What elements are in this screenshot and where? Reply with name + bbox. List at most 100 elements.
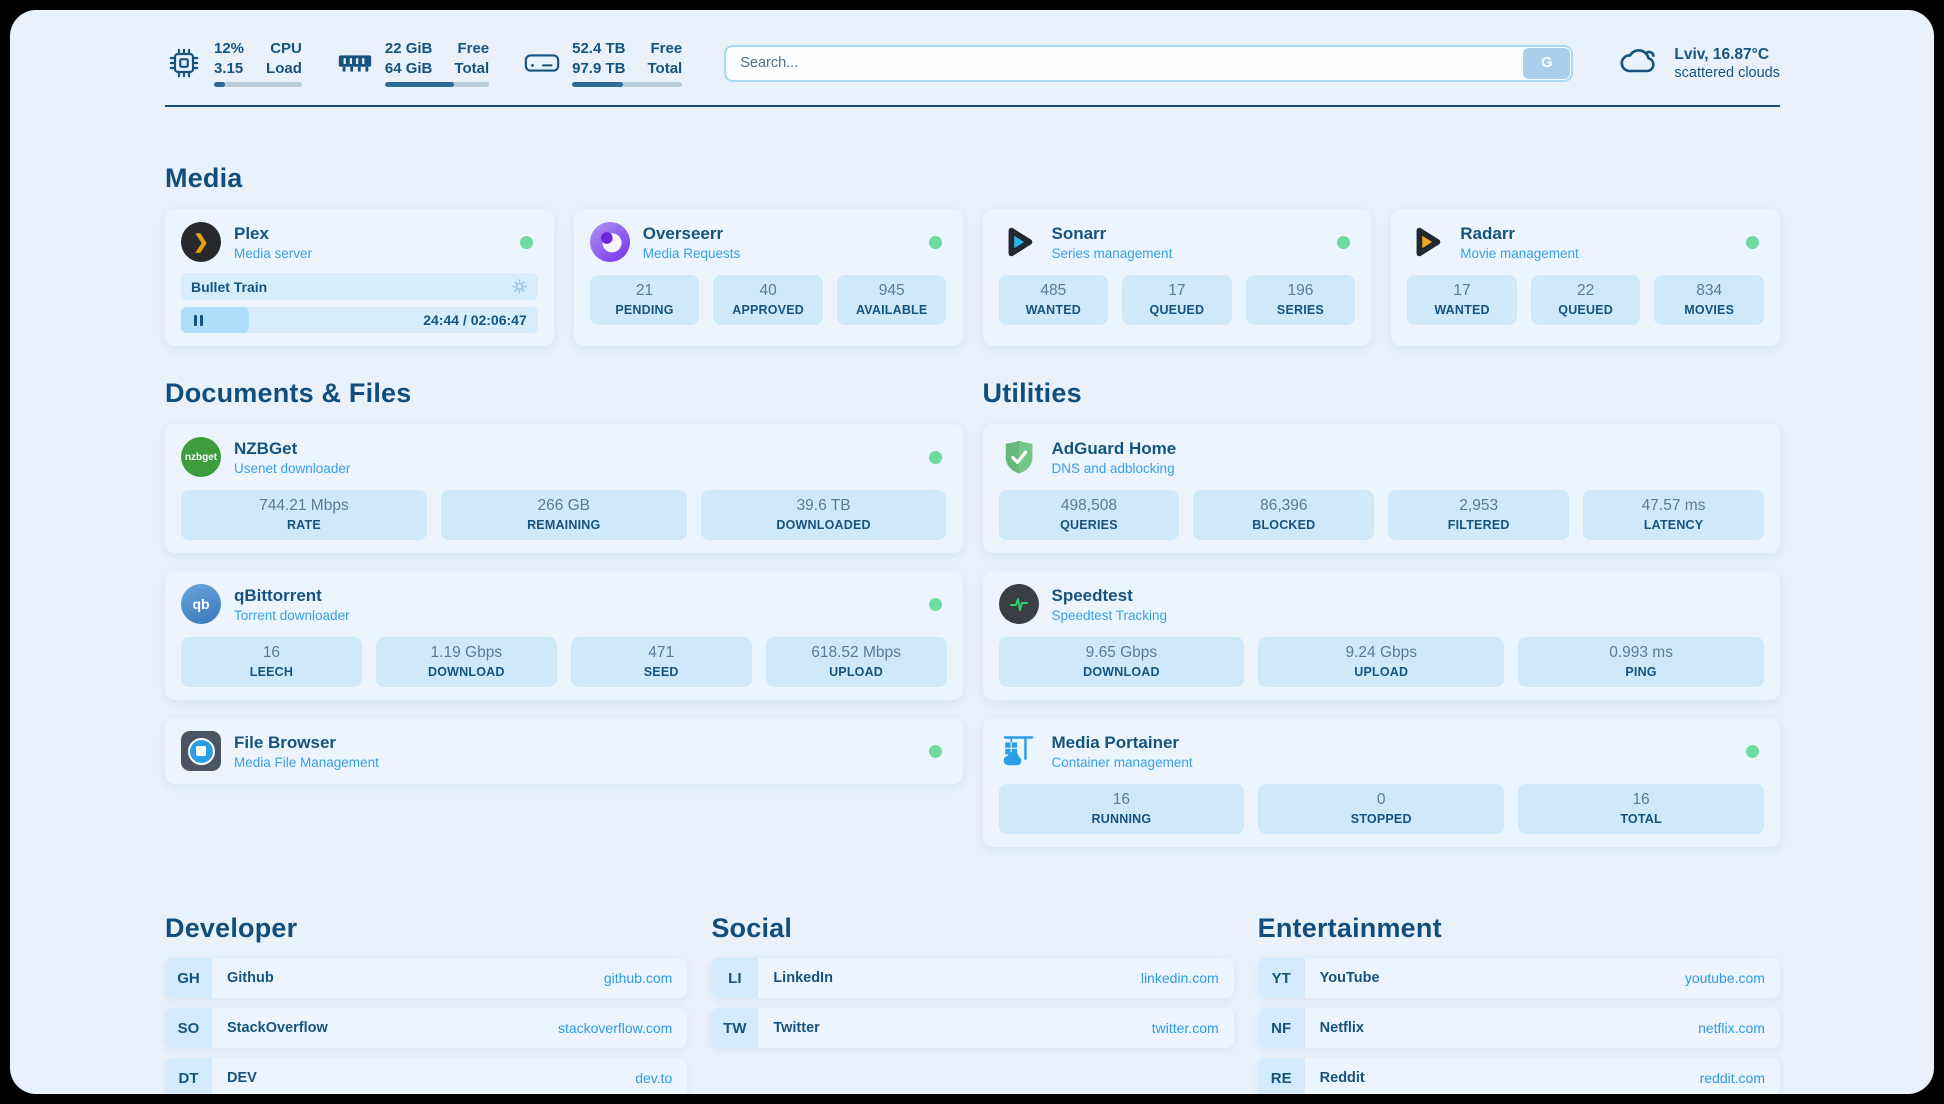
stat-remaining: 266 GB REMAINING	[440, 490, 687, 540]
status-dot	[928, 450, 942, 464]
stat-upload: 618.52 Mbps UPLOAD	[765, 637, 947, 687]
nzbget-icon: nzbget	[181, 437, 221, 477]
weather-location: Lviv, 16.87°C	[1674, 45, 1770, 63]
app-name-sonarr: Sonarr	[1051, 223, 1107, 243]
app-card-filebrowser[interactable]: File Browser Media File Management	[165, 718, 963, 784]
app-name-portainer: Media Portainer	[1051, 732, 1180, 752]
cpu-stat: 12% 3.15 CPU Load	[165, 39, 302, 87]
section-title-entertainment: Entertainment	[1257, 913, 1442, 943]
ram-label-2: Total	[454, 59, 490, 77]
stat-upload: 9.24 Gbps UPLOAD	[1258, 637, 1505, 687]
status-dot	[928, 235, 942, 249]
bookmark-tag: RE	[1257, 1058, 1305, 1094]
status-dot	[928, 744, 942, 758]
stat-download: 9.65 Gbps DOWNLOAD	[998, 637, 1245, 687]
cpu-label-2: Load	[266, 59, 302, 77]
bookmark-stackoverflow[interactable]: SO StackOverflow stackoverflow.com	[165, 1008, 688, 1048]
cpu-value-2: 3.15	[214, 59, 244, 77]
app-subtitle-adguard: DNS and adblocking	[1051, 460, 1175, 476]
app-name-nzbget: NZBGet	[234, 438, 298, 458]
bookmark-tag: TW	[711, 1008, 759, 1048]
adguard-icon	[999, 437, 1039, 477]
app-name-qbittorrent: qBittorrent	[234, 585, 322, 605]
app-card-sonarr[interactable]: Sonarr Series management 485 WANTED 17 Q…	[982, 209, 1372, 346]
bookmark-netflix[interactable]: NF Netflix netflix.com	[1257, 1008, 1780, 1048]
gear-icon[interactable]	[511, 278, 528, 295]
pause-icon	[194, 314, 203, 326]
stat-stopped: 0 STOPPED	[1258, 784, 1505, 834]
app-card-portainer[interactable]: Media Portainer Container management 16 …	[982, 718, 1780, 847]
disk-label-2: Total	[647, 59, 683, 77]
stat-seed: 471 SEED	[570, 637, 752, 687]
stat-movies: 834 MOVIES	[1654, 275, 1764, 325]
section-title-utilities: Utilities	[982, 378, 1082, 408]
disk-icon	[523, 44, 561, 82]
stat-queued: 17 QUEUED	[1122, 275, 1232, 325]
weather-widget: Lviv, 16.87°C scattered clouds	[1617, 45, 1780, 82]
search-input[interactable]	[724, 44, 1574, 82]
status-dot	[1337, 235, 1351, 249]
bookmark-dev[interactable]: DT DEV dev.to	[165, 1058, 688, 1094]
app-card-qbittorrent[interactable]: qb qBittorrent Torrent downloader 16 LEE…	[165, 571, 963, 700]
app-subtitle-plex: Media server	[234, 245, 313, 261]
stat-wanted: 17 WANTED	[1407, 275, 1517, 325]
stat-ping: 0.993 ms PING	[1518, 637, 1764, 687]
app-card-radarr[interactable]: Radarr Movie management 17 WANTED 22 QUE…	[1391, 209, 1780, 346]
app-subtitle-nzbget: Usenet downloader	[234, 460, 351, 476]
stat-available: 945 AVAILABLE	[836, 275, 947, 325]
stat-downloaded: 39.6 TB DOWNLOADED	[700, 490, 947, 540]
section-utilities: Utilities AdGuard Home	[982, 378, 1780, 847]
app-subtitle-overseerr: Media Requests	[642, 245, 741, 261]
app-subtitle-speedtest: Speedtest Tracking	[1051, 607, 1168, 623]
bookmark-tag: DT	[165, 1058, 212, 1094]
section-title-developer: Developer	[165, 913, 298, 943]
app-name-plex: Plex	[234, 223, 269, 243]
search-go-button[interactable]: G	[1523, 47, 1571, 79]
system-stats: 12% 3.15 CPU Load	[165, 39, 683, 87]
app-card-speedtest[interactable]: Speedtest Speedtest Tracking 9.65 Gbps D…	[982, 571, 1780, 700]
stat-wanted: 485 WANTED	[998, 275, 1109, 325]
section-social: Social LI LinkedIn linkedin.com TW Twitt…	[711, 913, 1234, 1094]
disk-value-2: 97.9 TB	[572, 59, 626, 77]
status-dot	[519, 235, 533, 249]
bookmark-tag: LI	[711, 958, 759, 998]
app-name-filebrowser: File Browser	[234, 732, 337, 752]
search-bar: G	[724, 44, 1574, 82]
stat-queries: 498,508 QUERIES	[998, 490, 1180, 540]
cpu-value-1: 12%	[214, 40, 245, 57]
ram-icon	[336, 44, 374, 82]
disk-stat: 52.4 TB 97.9 TB Free Total	[523, 39, 683, 87]
app-name-overseerr: Overseerr	[642, 223, 724, 243]
app-subtitle-portainer: Container management	[1051, 754, 1193, 770]
stat-download: 1.19 Gbps DOWNLOAD	[375, 637, 557, 687]
app-card-nzbget[interactable]: nzbget NZBGet Usenet downloader 744.21 M…	[165, 424, 963, 553]
now-playing-time: 24:44 / 02:06:47	[423, 312, 527, 328]
bookmark-youtube[interactable]: YT YouTube youtube.com	[1257, 958, 1780, 998]
cpu-label-1: CPU	[270, 40, 302, 57]
ram-progress-bar	[384, 82, 490, 87]
bookmark-linkedin[interactable]: LI LinkedIn linkedin.com	[711, 958, 1234, 998]
app-name-radarr: Radarr	[1460, 223, 1516, 243]
section-entertainment: Entertainment YT YouTube youtube.com NF …	[1257, 913, 1780, 1094]
dashboard: 12% 3.15 CPU Load	[10, 10, 1934, 1094]
cloud-icon	[1617, 45, 1661, 82]
section-title-media: Media	[165, 163, 243, 193]
cpu-progress-bar	[214, 82, 302, 87]
app-card-plex[interactable]: ❯ Plex Media server Bullet Train	[165, 209, 554, 346]
status-dot	[1746, 744, 1759, 758]
qbittorrent-icon: qb	[181, 584, 221, 624]
bookmark-twitter[interactable]: TW Twitter twitter.com	[711, 1008, 1234, 1048]
bookmark-reddit[interactable]: RE Reddit reddit.com	[1257, 1058, 1780, 1094]
app-card-adguard[interactable]: AdGuard Home DNS and adblocking 498,508 …	[982, 424, 1780, 553]
stat-total: 16 TOTAL	[1518, 784, 1764, 834]
bookmark-github[interactable]: GH Github github.com	[165, 958, 688, 998]
section-title-social: Social	[711, 913, 793, 943]
app-name-speedtest: Speedtest	[1051, 585, 1133, 605]
section-media: Media ❯ Plex Media server Bullet Train	[165, 163, 1780, 346]
ram-value-2: 64 GiB	[384, 59, 433, 77]
filebrowser-icon	[181, 731, 221, 771]
portainer-icon	[999, 731, 1039, 771]
app-card-overseerr[interactable]: Overseerr Media Requests 21 PENDING 40 A…	[573, 209, 963, 346]
status-dot	[1746, 235, 1759, 249]
ram-label-1: Free	[457, 40, 490, 57]
